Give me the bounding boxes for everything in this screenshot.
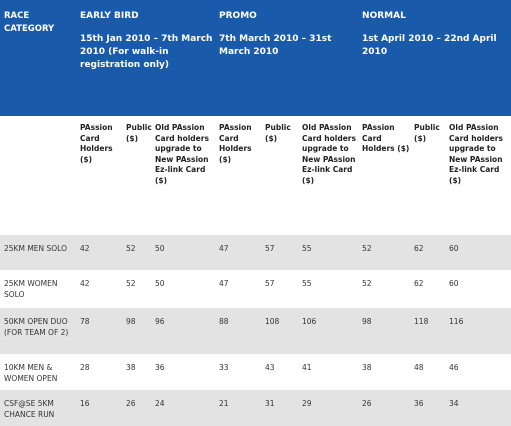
period-promo: PROMO 7th March 2010 – 31st March 2010 [215,0,359,72]
col-passion-holders: PAssion Card Holders ($) [215,116,262,235]
period-dates: 1st April 2010 – 22nd April 2010 [362,34,497,57]
price-cell: 46 [445,354,511,390]
table-row: CSF@SE 5KM CHANCE RUN 16 26 24 21 31 29 26 36 34 [0,390,511,426]
price-cell: 26 [358,390,411,426]
price-cell: 21 [215,390,262,426]
period-early-bird: EARLY BIRD 15th Jan 2010 – 7th March 201… [76,0,216,72]
col-public: Public ($) [261,116,299,235]
period-name: EARLY BIRD [80,11,139,21]
period-normal: NORMAL 1st April 2010 – 22nd April 2010 [358,0,511,72]
price-cell: 31 [261,390,299,426]
price-cell: 52 [358,234,411,270]
price-cell: 108 [261,308,299,354]
price-cell: 118 [410,308,446,354]
race-category-header: RACE CATEGORY [0,0,76,116]
price-cell: 47 [215,270,262,308]
price-cell: 38 [358,354,411,390]
price-cell: 60 [445,270,511,308]
price-cell: 42 [76,270,122,308]
price-cell: 62 [410,234,446,270]
price-cell: 50 [151,270,216,308]
table-row: 10KM MEN & WOMEN OPEN 28 38 36 33 43 41 38 48 46 [0,354,511,390]
race-name: 10KM MEN & WOMEN OPEN [0,354,76,390]
price-cell: 57 [261,270,299,308]
race-name: 50KM OPEN DUO (FOR TEAM OF 2) [0,308,76,354]
period-name: PROMO [219,11,257,21]
price-cell: 116 [445,308,511,354]
col-public: Public ($) [122,116,152,235]
race-name: 25KM MEN SOLO [0,234,76,270]
price-cell: 57 [261,234,299,270]
col-upgrade: Old PAssion Card holders upgrade to New … [298,116,359,235]
price-cell: 60 [445,234,511,270]
race-name: 25KM WOMEN SOLO [0,270,76,308]
price-cell: 55 [298,234,359,270]
price-cell: 62 [410,270,446,308]
price-cell: 106 [298,308,359,354]
price-cell: 55 [298,270,359,308]
price-cell: 38 [122,354,151,390]
price-cell: 50 [151,234,216,270]
price-cell: 96 [151,308,216,354]
price-cell: 28 [76,354,122,390]
price-cell: 24 [151,390,216,426]
table-row: 25KM WOMEN SOLO 42 52 50 47 57 55 52 62 60 [0,270,511,308]
price-cell: 48 [410,354,446,390]
table-row: 50KM OPEN DUO (FOR TEAM OF 2) 78 98 96 88 108… [0,308,511,354]
price-cell: 98 [358,308,411,354]
col-passion-holders: PAssion Card Holders ($) [76,116,122,235]
header-row-blank [0,72,511,116]
price-cell: 34 [445,390,511,426]
col-upgrade: Old PAssion Card holders upgrade to New … [151,116,216,235]
subheader-row: PAssion Card Holders ($) Public ($) Old … [0,116,511,235]
col-public: Public ($) [410,116,446,235]
header-row: RACE CATEGORY EARLY BIRD 15th Jan 2010 –… [0,0,511,116]
price-cell: 52 [358,270,411,308]
price-cell: 26 [122,390,151,426]
period-dates: 15th Jan 2010 – 7th March 2010 (For walk… [80,34,213,70]
price-cell: 78 [76,308,122,354]
price-cell: 98 [122,308,151,354]
col-upgrade: Old PAssion Card holders upgrade to New … [445,116,511,235]
table-row: 25KM MEN SOLO 42 52 50 47 57 55 52 62 60 [0,234,511,270]
price-cell: 36 [151,354,216,390]
price-cell: 43 [261,354,299,390]
price-cell: 33 [215,354,262,390]
price-cell: 52 [122,234,151,270]
race-name: CSF@SE 5KM CHANCE RUN [0,390,76,426]
col-passion-holders: PAssion Card Holders ($) [358,116,411,235]
price-cell: 52 [122,270,151,308]
table-body: 25KM MEN SOLO 42 52 50 47 57 55 52 62 60 25KM WOME… [0,234,511,426]
price-cell: 88 [215,308,262,354]
price-cell: 42 [76,234,122,270]
period-name: NORMAL [362,11,406,21]
price-cell: 36 [410,390,446,426]
price-cell: 41 [298,354,359,390]
price-cell: 47 [215,234,262,270]
price-cell: 16 [76,390,122,426]
period-dates: 7th March 2010 – 31st March 2010 [219,34,332,57]
price-cell: 29 [298,390,359,426]
